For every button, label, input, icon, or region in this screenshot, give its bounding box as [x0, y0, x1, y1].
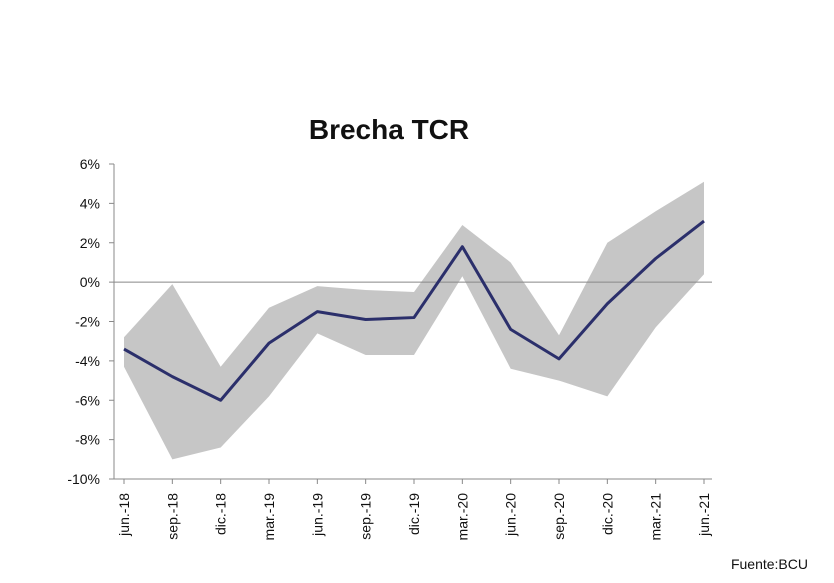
x-tick-label: mar.-20: [454, 493, 470, 541]
band-layer: [124, 181, 704, 460]
x-tick-labels: jun.-18 sep.-18 dic.-18 mar.-19 jun.-19 sep.-…: [116, 493, 712, 541]
x-tick-label: mar.-21: [648, 493, 664, 541]
y-tick-label: -2%: [75, 314, 100, 330]
y-tick-label: -6%: [75, 392, 100, 408]
y-tick-label: -4%: [75, 353, 100, 369]
x-tick-label: dic.-20: [599, 493, 615, 535]
x-tick-label: dic.-18: [213, 493, 229, 535]
y-tick-label: 4%: [80, 195, 100, 211]
y-tick-label: 0%: [80, 274, 100, 290]
x-tick-label: dic.-19: [406, 493, 422, 535]
line-layer: [123, 219, 705, 402]
x-tick-label: jun.-20: [503, 493, 519, 537]
chart-title: Brecha TCR: [308, 114, 470, 145]
y-tick-label: -10%: [67, 471, 100, 487]
y-tick-labels: 6% 4% 2% 0% -2% -4% -6% -8% -10%: [67, 156, 100, 487]
band-area: [124, 181, 704, 460]
x-tick-label: jun.-21: [696, 493, 712, 537]
y-tick-label: 2%: [80, 235, 100, 251]
axis-layer: [109, 163, 712, 484]
y-tick-label: -8%: [75, 432, 100, 448]
x-tick-label: sep.-18: [164, 493, 180, 540]
x-tick-label: mar.-19: [261, 493, 277, 541]
source-note: Fuente:BCU: [730, 556, 808, 572]
x-tick-label: sep.-19: [358, 493, 374, 540]
x-tick-label: jun.-18: [116, 493, 132, 537]
x-tick-label: sep.-20: [551, 493, 567, 540]
x-tick-label: jun.-19: [309, 493, 325, 537]
y-tick-label: 6%: [80, 156, 100, 172]
